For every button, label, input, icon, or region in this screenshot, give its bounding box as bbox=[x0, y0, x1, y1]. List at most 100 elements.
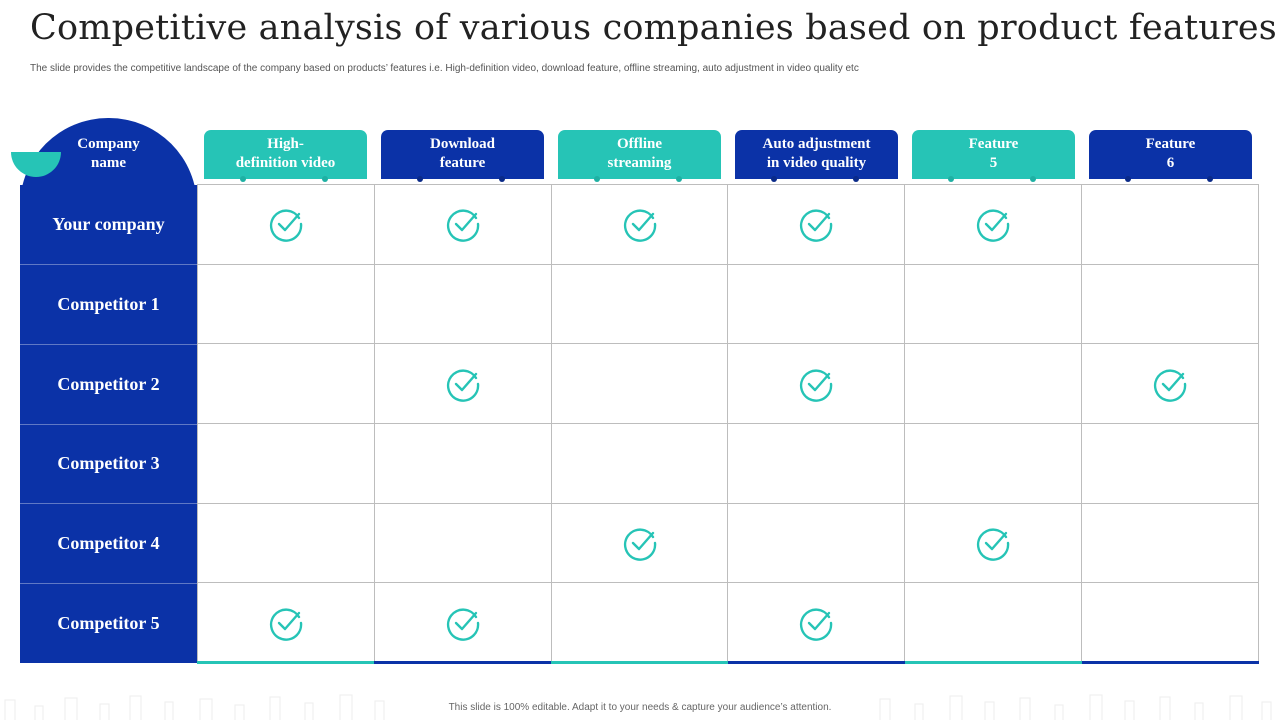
feature-header-5: Feature 5 bbox=[912, 130, 1075, 182]
bottom-accent-bar bbox=[1082, 661, 1259, 664]
matrix-cell bbox=[905, 344, 1083, 424]
feature-header-dot bbox=[1030, 176, 1036, 182]
matrix-cell bbox=[198, 423, 375, 504]
feature-header-line: Feature bbox=[968, 136, 1019, 152]
matrix-cell bbox=[728, 264, 906, 345]
feature-header-line: Feature bbox=[1145, 136, 1196, 152]
feature-header-line: Offline bbox=[617, 136, 662, 152]
feature-header-dot bbox=[594, 176, 600, 182]
feature-header-line: 6 bbox=[1166, 155, 1175, 171]
matrix-cell bbox=[374, 583, 552, 663]
check-circle-icon bbox=[1154, 369, 1187, 402]
bottom-accent-bar bbox=[905, 661, 1082, 664]
feature-header-dot bbox=[499, 176, 505, 182]
slide-title: Competitive analysis of various companie… bbox=[30, 8, 1277, 48]
feature-header-dot bbox=[1125, 176, 1131, 182]
feature-header-line: Download bbox=[429, 136, 496, 152]
matrix-cell bbox=[551, 344, 729, 424]
feature-header-dot bbox=[948, 176, 954, 182]
feature-header-dot bbox=[771, 176, 777, 182]
matrix-cell bbox=[905, 503, 1083, 584]
feature-header-dot bbox=[853, 176, 859, 182]
matrix-cell bbox=[1082, 583, 1259, 663]
matrix-cell bbox=[1082, 264, 1259, 345]
check-circle-icon bbox=[269, 209, 303, 243]
slide-subtitle: The slide provides the competitive lands… bbox=[30, 63, 859, 74]
matrix-cell bbox=[728, 583, 906, 663]
company-header-line-1: Company bbox=[77, 136, 140, 152]
matrix-cell bbox=[728, 503, 906, 584]
matrix-cell bbox=[198, 583, 375, 663]
row-label-2: Competitor 1 bbox=[20, 265, 197, 345]
matrix-cell bbox=[905, 185, 1083, 265]
matrix-cell bbox=[905, 583, 1083, 663]
feature-header-line: 5 bbox=[989, 155, 998, 171]
feature-header-line: streaming bbox=[607, 155, 672, 171]
row-label-6: Competitor 5 bbox=[20, 584, 197, 664]
matrix-cell bbox=[374, 185, 552, 265]
matrix-cell bbox=[728, 423, 906, 504]
matrix-cell bbox=[905, 423, 1083, 504]
check-circle-icon bbox=[977, 528, 1010, 561]
feature-header-dot bbox=[417, 176, 423, 182]
matrix-cell bbox=[1082, 344, 1259, 424]
matrix-cell bbox=[728, 185, 906, 265]
check-circle-icon bbox=[977, 209, 1010, 243]
matrix-cell bbox=[374, 264, 552, 345]
feature-header-1: High-definition video bbox=[204, 130, 367, 182]
feature-header-dot bbox=[1207, 176, 1213, 182]
matrix-cell bbox=[198, 344, 375, 424]
matrix-cell bbox=[198, 264, 375, 345]
feature-header-6: Feature 6 bbox=[1089, 130, 1252, 182]
row-label-5: Competitor 4 bbox=[20, 504, 197, 585]
company-header-line-2: name bbox=[91, 155, 126, 171]
matrix-cell bbox=[198, 185, 375, 265]
matrix-cell bbox=[551, 503, 729, 584]
check-circle-icon bbox=[446, 608, 479, 641]
check-circle-icon bbox=[800, 209, 833, 243]
feature-header-line: High- bbox=[267, 136, 304, 152]
check-circle-icon bbox=[623, 528, 656, 561]
company-name-header: Company name bbox=[20, 135, 197, 173]
matrix-cell bbox=[1082, 423, 1259, 504]
check-circle-icon bbox=[446, 369, 479, 402]
bottom-accent-bar bbox=[551, 661, 728, 664]
matrix-cell bbox=[551, 583, 729, 663]
bottom-accent-bar bbox=[374, 661, 551, 664]
row-label-1: Your company bbox=[20, 185, 197, 265]
check-circle-icon bbox=[800, 608, 833, 641]
feature-header-line: Auto adjustment bbox=[762, 136, 871, 152]
matrix-cell bbox=[374, 344, 552, 424]
bottom-accent-bar bbox=[728, 661, 905, 664]
row-label-4: Competitor 3 bbox=[20, 424, 197, 505]
feature-header-line: definition video bbox=[235, 155, 336, 171]
check-circle-icon bbox=[800, 369, 833, 402]
feature-header-dot bbox=[240, 176, 246, 182]
matrix-cell bbox=[1082, 503, 1259, 584]
matrix-cell bbox=[728, 344, 906, 424]
feature-header-2: Download feature bbox=[381, 130, 544, 182]
matrix-cell bbox=[905, 264, 1083, 345]
check-circle-icon bbox=[446, 209, 479, 243]
matrix-cell bbox=[198, 503, 375, 584]
footer-note: This slide is 100% editable. Adapt it to… bbox=[448, 702, 832, 713]
matrix-cell bbox=[551, 264, 729, 345]
matrix-cell bbox=[551, 185, 729, 265]
company-column bbox=[20, 185, 197, 663]
feature-header-line: in video quality bbox=[766, 155, 867, 171]
check-circle-icon bbox=[269, 608, 303, 641]
matrix-cell bbox=[374, 503, 552, 584]
check-circle-icon bbox=[623, 209, 656, 243]
feature-header-line: feature bbox=[439, 155, 486, 171]
background-skyline-decoration bbox=[4, 694, 1272, 720]
feature-matrix bbox=[197, 184, 1259, 663]
feature-header-dot bbox=[676, 176, 682, 182]
feature-header-4: Auto adjustment in video quality bbox=[735, 130, 898, 182]
matrix-cell bbox=[1082, 185, 1259, 265]
row-label-3: Competitor 2 bbox=[20, 345, 197, 425]
matrix-cell bbox=[374, 423, 552, 504]
bottom-accent-bar bbox=[197, 661, 374, 664]
matrix-cell bbox=[551, 423, 729, 504]
feature-header-dot bbox=[322, 176, 328, 182]
feature-header-3: Offline streaming bbox=[558, 130, 721, 182]
